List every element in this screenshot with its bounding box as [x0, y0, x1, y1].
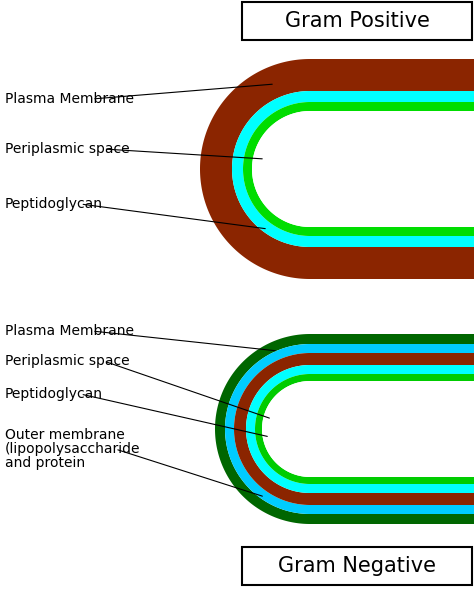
- Text: Gram Negative: Gram Negative: [278, 556, 436, 576]
- Polygon shape: [252, 111, 474, 227]
- Polygon shape: [262, 381, 474, 477]
- Text: Periplasmic space: Periplasmic space: [5, 142, 129, 156]
- Polygon shape: [262, 381, 474, 477]
- Text: Peptidoglycan: Peptidoglycan: [5, 197, 103, 211]
- Text: Gram Positive: Gram Positive: [284, 11, 429, 31]
- Polygon shape: [225, 344, 474, 514]
- Polygon shape: [215, 334, 474, 524]
- Polygon shape: [243, 102, 474, 236]
- Text: Outer membrane: Outer membrane: [5, 428, 125, 442]
- FancyBboxPatch shape: [242, 547, 472, 585]
- Polygon shape: [232, 91, 474, 247]
- Text: (lipopolysaccharide: (lipopolysaccharide: [5, 442, 140, 456]
- Polygon shape: [234, 353, 474, 505]
- FancyBboxPatch shape: [242, 2, 472, 40]
- Text: Plasma Membrane: Plasma Membrane: [5, 324, 134, 338]
- Polygon shape: [225, 344, 474, 514]
- Text: and protein: and protein: [5, 456, 85, 470]
- Polygon shape: [234, 353, 474, 505]
- Text: Periplasmic space: Periplasmic space: [5, 354, 129, 368]
- Polygon shape: [232, 91, 474, 247]
- Polygon shape: [243, 102, 474, 236]
- Text: Plasma Membrane: Plasma Membrane: [5, 92, 134, 106]
- Text: Peptidoglycan: Peptidoglycan: [5, 387, 103, 401]
- Polygon shape: [246, 365, 474, 493]
- Polygon shape: [246, 365, 474, 493]
- Polygon shape: [255, 374, 474, 484]
- Polygon shape: [252, 111, 474, 227]
- Polygon shape: [200, 59, 474, 279]
- Polygon shape: [255, 374, 474, 484]
